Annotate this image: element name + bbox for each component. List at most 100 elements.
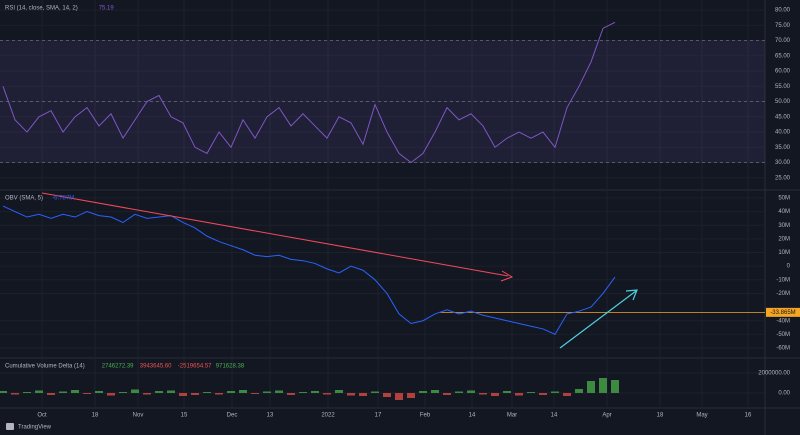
- legend-value: 2746272.39: [102, 364, 134, 370]
- brand-logo: [6, 423, 14, 430]
- bar: [11, 393, 19, 395]
- bar: [599, 378, 607, 393]
- x-tick-label: 13: [267, 413, 274, 419]
- y-tick-label: 20M: [778, 236, 790, 242]
- level-label: -33.865M: [770, 310, 795, 316]
- plots: [0, 21, 765, 400]
- pane-title: Cumulative Volume Delta (14): [5, 364, 85, 370]
- bar: [551, 391, 559, 393]
- bar: [611, 380, 619, 393]
- x-tick-label: Mar: [507, 413, 517, 419]
- bar: [59, 391, 67, 393]
- bar: [587, 381, 595, 393]
- x-tick-label: 18: [92, 413, 99, 419]
- bar: [143, 393, 151, 395]
- bar: [203, 392, 211, 393]
- y-tick-label: 10M: [778, 250, 790, 256]
- bar: [191, 393, 199, 395]
- x-tick-label: May: [696, 413, 707, 419]
- bar: [23, 392, 31, 393]
- legend-value: -2519654.57: [178, 364, 212, 370]
- bar: [323, 393, 331, 395]
- bar: [35, 390, 43, 393]
- y-tick-label: -50M: [776, 332, 790, 338]
- y-tick-label: 2000000.00: [758, 371, 790, 377]
- series-line: [2, 205, 616, 336]
- arrow-head: [500, 270, 514, 282]
- bar: [527, 392, 535, 393]
- bar: [119, 392, 127, 393]
- y-tick-label: -10M: [776, 277, 790, 283]
- bar: [179, 393, 187, 396]
- x-tick-label: 18: [657, 413, 664, 419]
- bar: [107, 393, 115, 396]
- y-tick-label: 75.00: [775, 23, 791, 29]
- y-tick-label: 35.00: [775, 145, 791, 151]
- y-tick-label: 55.00: [775, 84, 791, 90]
- bar: [335, 390, 343, 393]
- bar: [395, 393, 403, 400]
- pane-title: OBV (SMA, 5): [5, 196, 43, 202]
- legend-value: 3943645.60: [140, 364, 172, 370]
- y-tick-label: -40M: [776, 318, 790, 324]
- bar: [251, 393, 259, 394]
- bar: [275, 390, 283, 393]
- y-tick-label: 45.00: [775, 114, 791, 120]
- bar: [71, 390, 79, 393]
- bar: [155, 391, 163, 393]
- pane-value: -6.787M: [52, 196, 74, 202]
- bar: [287, 393, 295, 395]
- x-tick-label: 16: [745, 413, 752, 419]
- level-label-bg: [766, 307, 800, 317]
- y-tick-label: 50M: [778, 195, 790, 201]
- x-tick-label: 15: [181, 413, 188, 419]
- y-tick-label: 60.00: [775, 69, 791, 75]
- legend-value: 971628.38: [216, 364, 245, 370]
- y-tick-label: 30M: [778, 223, 790, 229]
- x-tick-label: Oct: [37, 413, 47, 419]
- y-tick-label: -20M: [776, 291, 790, 297]
- x-tick-label: 14: [469, 413, 476, 419]
- grid: [41, 0, 749, 408]
- y-tick-label: 70.00: [775, 38, 791, 44]
- bar: [575, 389, 583, 393]
- x-tick-label: 14: [551, 413, 558, 419]
- bar: [95, 391, 103, 393]
- bar: [83, 393, 91, 394]
- bar: [503, 391, 511, 393]
- y-tick-label: 40.00: [775, 130, 791, 136]
- bar: [407, 393, 415, 398]
- y-tick-label: 50.00: [775, 99, 791, 105]
- bar: [239, 390, 247, 393]
- series-line: [2, 21, 616, 164]
- bar: [347, 393, 355, 396]
- bar: [359, 393, 367, 396]
- pane-value: 75.19: [99, 6, 115, 12]
- x-tick-label: Dec: [227, 413, 238, 419]
- bar: [539, 393, 547, 395]
- bar: [491, 393, 499, 396]
- annotation-arrow: [41, 192, 509, 277]
- x-tick-label: 2022: [321, 413, 335, 419]
- y-tick-label: 0: [787, 264, 791, 270]
- bar: [0, 391, 7, 393]
- bar: [383, 393, 391, 397]
- pane-title: RSI (14, close, SMA, 14, 2): [5, 6, 78, 12]
- bar: [431, 390, 439, 393]
- bar: [515, 393, 523, 396]
- bar: [131, 389, 139, 393]
- arrow-head: [625, 289, 638, 301]
- bar: [563, 393, 571, 396]
- x-tick-label: Nov: [133, 413, 144, 419]
- bar: [467, 390, 475, 393]
- annotation-arrow: [559, 290, 637, 349]
- y-tick-label: 65.00: [775, 53, 791, 59]
- y-tick-label: 0.00: [778, 391, 790, 397]
- bar: [455, 391, 463, 393]
- bar: [47, 393, 55, 395]
- y-tick-label: 30.00: [775, 160, 791, 166]
- bar: [371, 391, 379, 393]
- bar: [419, 391, 427, 393]
